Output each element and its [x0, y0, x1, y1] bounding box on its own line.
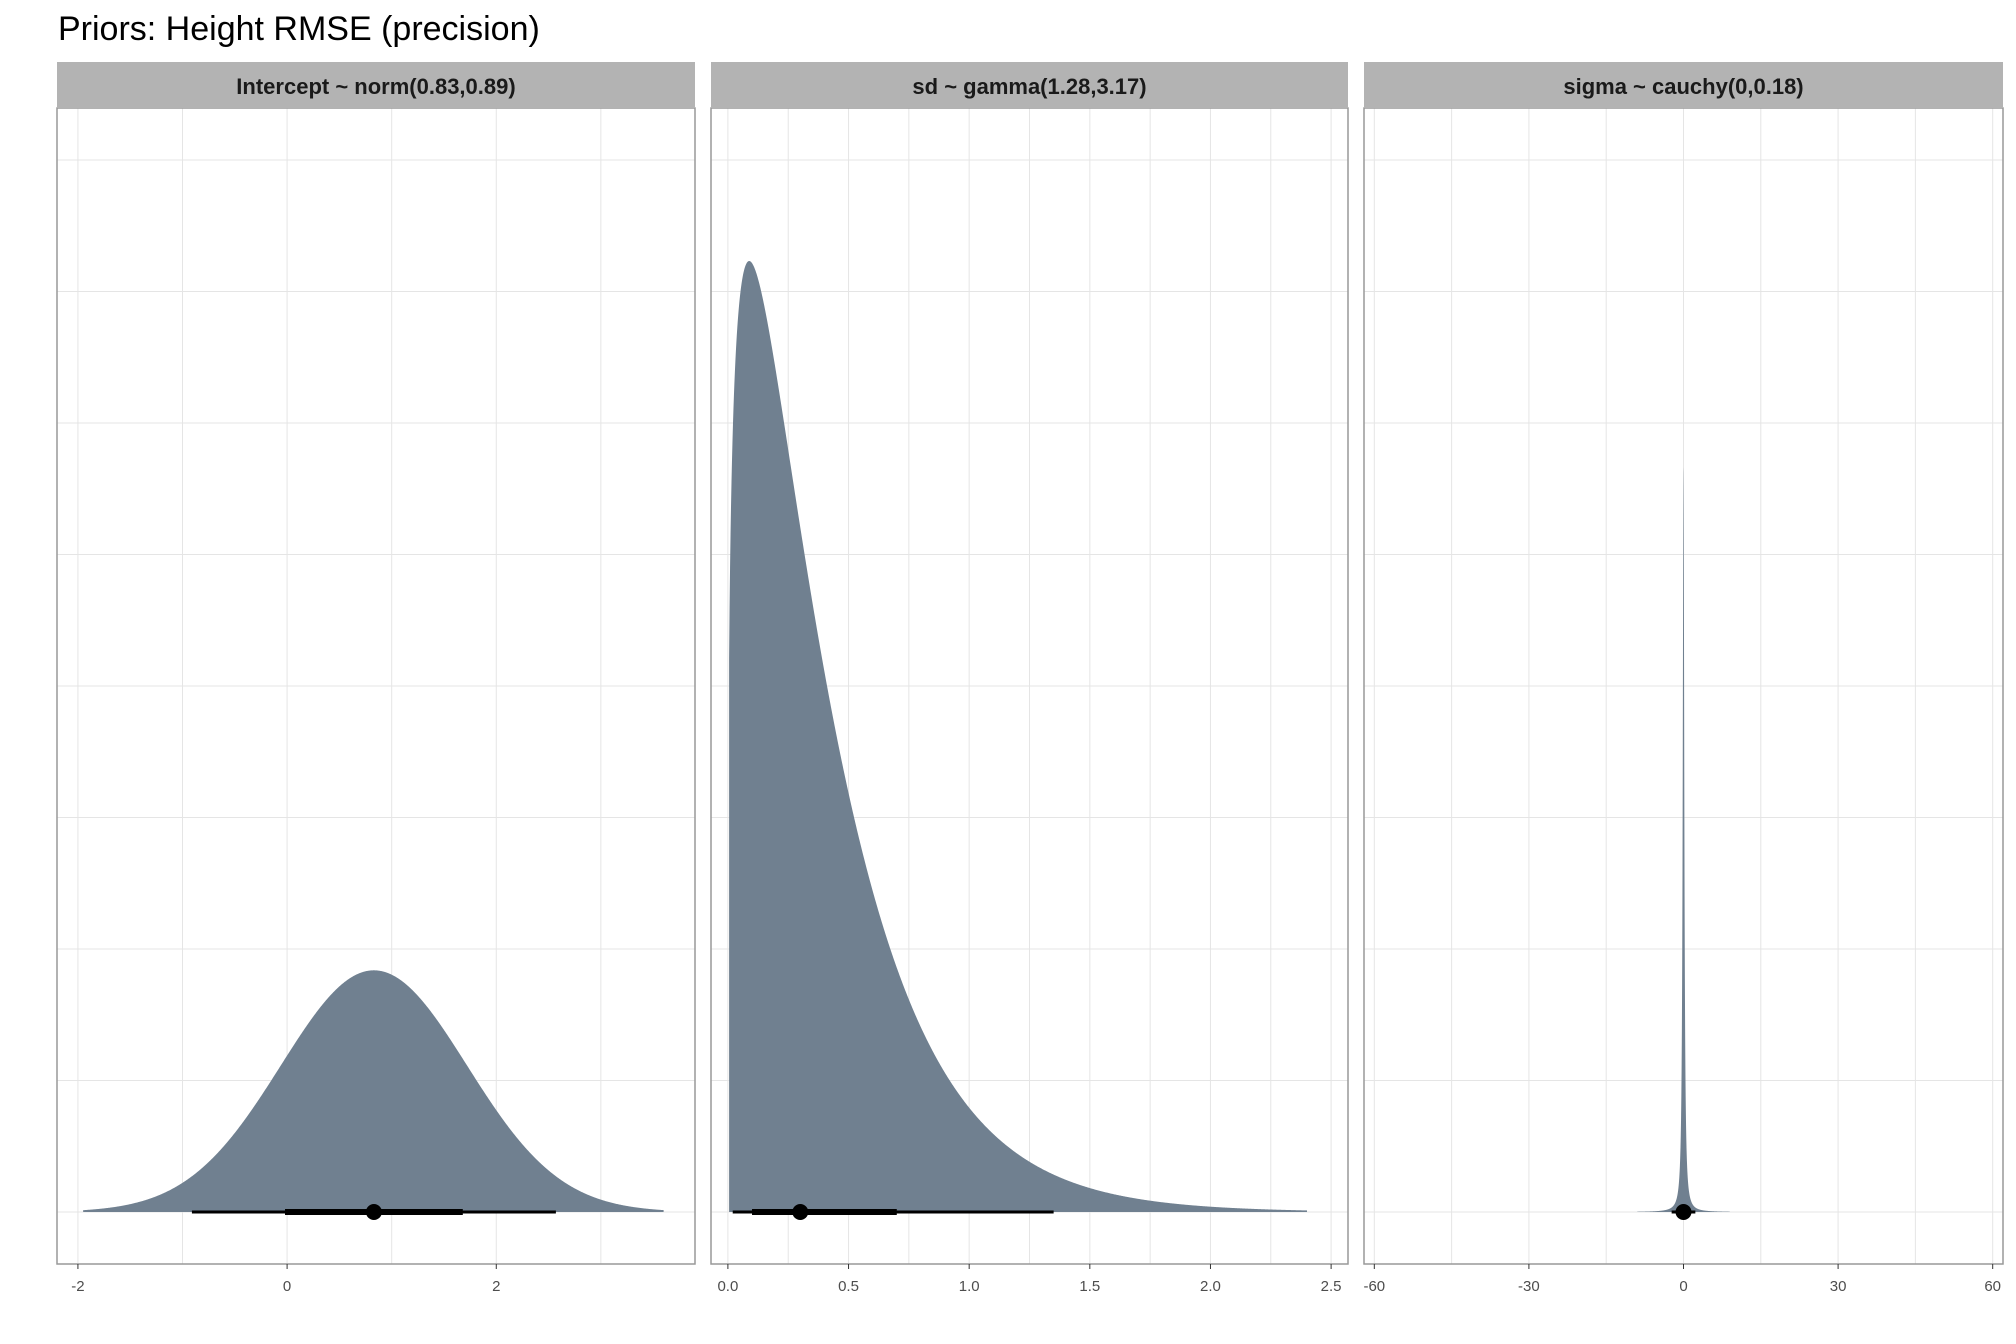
facet-panel-3: sigma ~ cauchy(0,0.18) -60 -30 0 30 60	[1363, 62, 2004, 1295]
x-tick-label: 30	[1830, 1278, 1847, 1295]
facet-strip	[57, 62, 695, 108]
x-tick-label: 60	[1984, 1278, 2001, 1295]
point-estimate	[792, 1204, 809, 1220]
x-tick-label: 1.5	[1079, 1278, 1100, 1295]
facet-strip-label: sd ~ gamma(1.28,3.17)	[912, 74, 1146, 99]
x-tick-label: 0	[1679, 1278, 1687, 1295]
x-tick-label: -2	[71, 1278, 84, 1295]
facet-panel-1: Intercept ~ norm(0.83,0.89) -2 0 2	[56, 62, 696, 1295]
facet-strip-label: Intercept ~ norm(0.83,0.89)	[236, 74, 515, 99]
x-tick-label: 2.5	[1321, 1278, 1342, 1295]
x-tick-label: -60	[1363, 1278, 1385, 1295]
facet-panels: Intercept ~ norm(0.83,0.89) -2 0 2 sd ~ gamm…	[56, 62, 2004, 1295]
density-area	[83, 970, 664, 1212]
facet-strip	[1364, 62, 2003, 108]
facet-strip-label: sigma ~ cauchy(0,0.18)	[1563, 74, 1803, 99]
x-tick-label: 0	[283, 1278, 291, 1295]
gridlines	[711, 108, 1348, 1264]
facet-panel-2: sd ~ gamma(1.28,3.17) 0.0 0.5 1.0 1.5 2.0 2.5	[710, 62, 1349, 1295]
x-tick-label: -30	[1518, 1278, 1540, 1295]
facet-strip	[711, 62, 1348, 108]
chart-title: Priors: Height RMSE (precision)	[58, 10, 540, 48]
x-tick-label: 2.0	[1200, 1278, 1221, 1295]
point-estimate	[365, 1204, 382, 1220]
x-tick-label: 0.0	[717, 1278, 738, 1295]
x-tick-label: 2	[492, 1278, 500, 1295]
density-area	[1637, 467, 1730, 1212]
x-tick-label: 0.5	[838, 1278, 859, 1295]
point-estimate	[1675, 1204, 1692, 1220]
x-tick-label: 1.0	[959, 1278, 980, 1295]
density-area	[729, 260, 1307, 1212]
